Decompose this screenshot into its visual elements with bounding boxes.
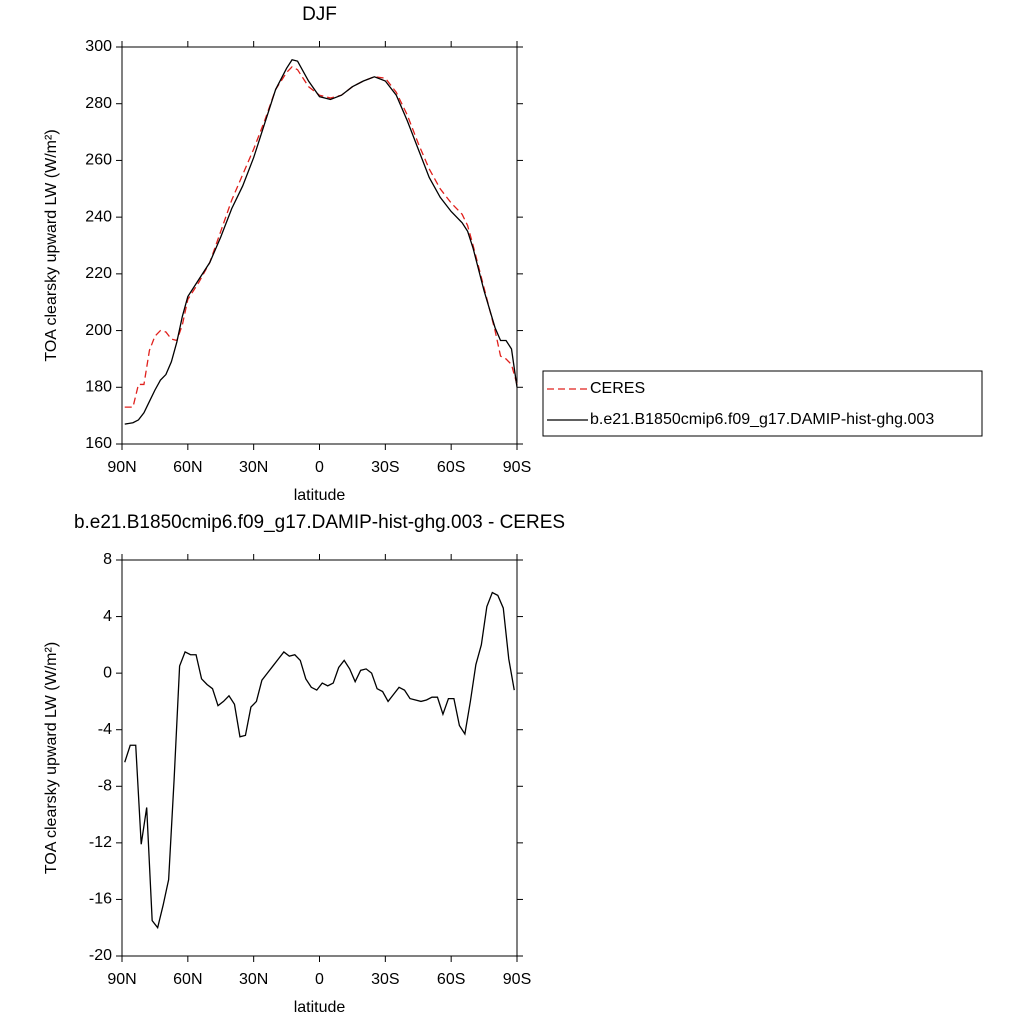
x-tick-label: 90S bbox=[503, 459, 531, 476]
y-tick-label: 180 bbox=[85, 379, 112, 396]
y-tick-label: 240 bbox=[85, 208, 112, 225]
y-tick-label: -4 bbox=[98, 721, 112, 738]
data-line bbox=[124, 66, 518, 408]
x-tick-label: 0 bbox=[315, 971, 324, 988]
x-tick-label: 60S bbox=[437, 459, 465, 476]
y-tick-label: -8 bbox=[98, 778, 112, 795]
y-tick-label: 260 bbox=[85, 152, 112, 169]
chart-title: DJF bbox=[302, 4, 337, 25]
legend-label: b.e21.B1850cmip6.f09_g17.DAMIP-hist-ghg.… bbox=[590, 411, 934, 428]
x-tick-label: 60N bbox=[173, 459, 202, 476]
data-line bbox=[124, 591, 515, 930]
x-tick-label: 30N bbox=[239, 459, 268, 476]
y-tick-label: 220 bbox=[85, 265, 112, 282]
y-tick-label: 4 bbox=[103, 608, 112, 625]
data-line bbox=[124, 59, 518, 425]
y-tick-label: -20 bbox=[89, 947, 112, 964]
legend-label: CERES bbox=[590, 380, 645, 397]
plot-frame bbox=[121, 46, 518, 445]
x-axis-label: latitude bbox=[294, 487, 346, 504]
x-tick-label: 60S bbox=[437, 971, 465, 988]
plot-frame bbox=[121, 559, 518, 957]
x-tick-label: 90N bbox=[107, 459, 136, 476]
chart-title: b.e21.B1850cmip6.f09_g17.DAMIP-hist-ghg.… bbox=[74, 512, 565, 533]
y-tick-label: -12 bbox=[89, 834, 112, 851]
y-tick-label: -16 bbox=[89, 891, 112, 908]
x-tick-label: 30S bbox=[371, 971, 399, 988]
x-tick-label: 60N bbox=[173, 971, 202, 988]
y-tick-label: 200 bbox=[85, 322, 112, 339]
y-tick-label: 160 bbox=[85, 435, 112, 452]
y-tick-label: 8 bbox=[103, 551, 112, 568]
y-tick-label: 280 bbox=[85, 95, 112, 112]
x-tick-label: 90N bbox=[107, 971, 136, 988]
x-axis-label: latitude bbox=[294, 999, 346, 1016]
x-tick-label: 30N bbox=[239, 971, 268, 988]
y-axis-label: TOA clearsky upward LW (W/m²) bbox=[43, 129, 60, 361]
legend-box bbox=[542, 370, 983, 437]
y-tick-label: 300 bbox=[85, 38, 112, 55]
x-tick-label: 90S bbox=[503, 971, 531, 988]
y-tick-label: 0 bbox=[103, 664, 112, 681]
x-tick-label: 30S bbox=[371, 459, 399, 476]
x-tick-label: 0 bbox=[315, 459, 324, 476]
y-axis-label: TOA clearsky upward LW (W/m²) bbox=[43, 642, 60, 874]
